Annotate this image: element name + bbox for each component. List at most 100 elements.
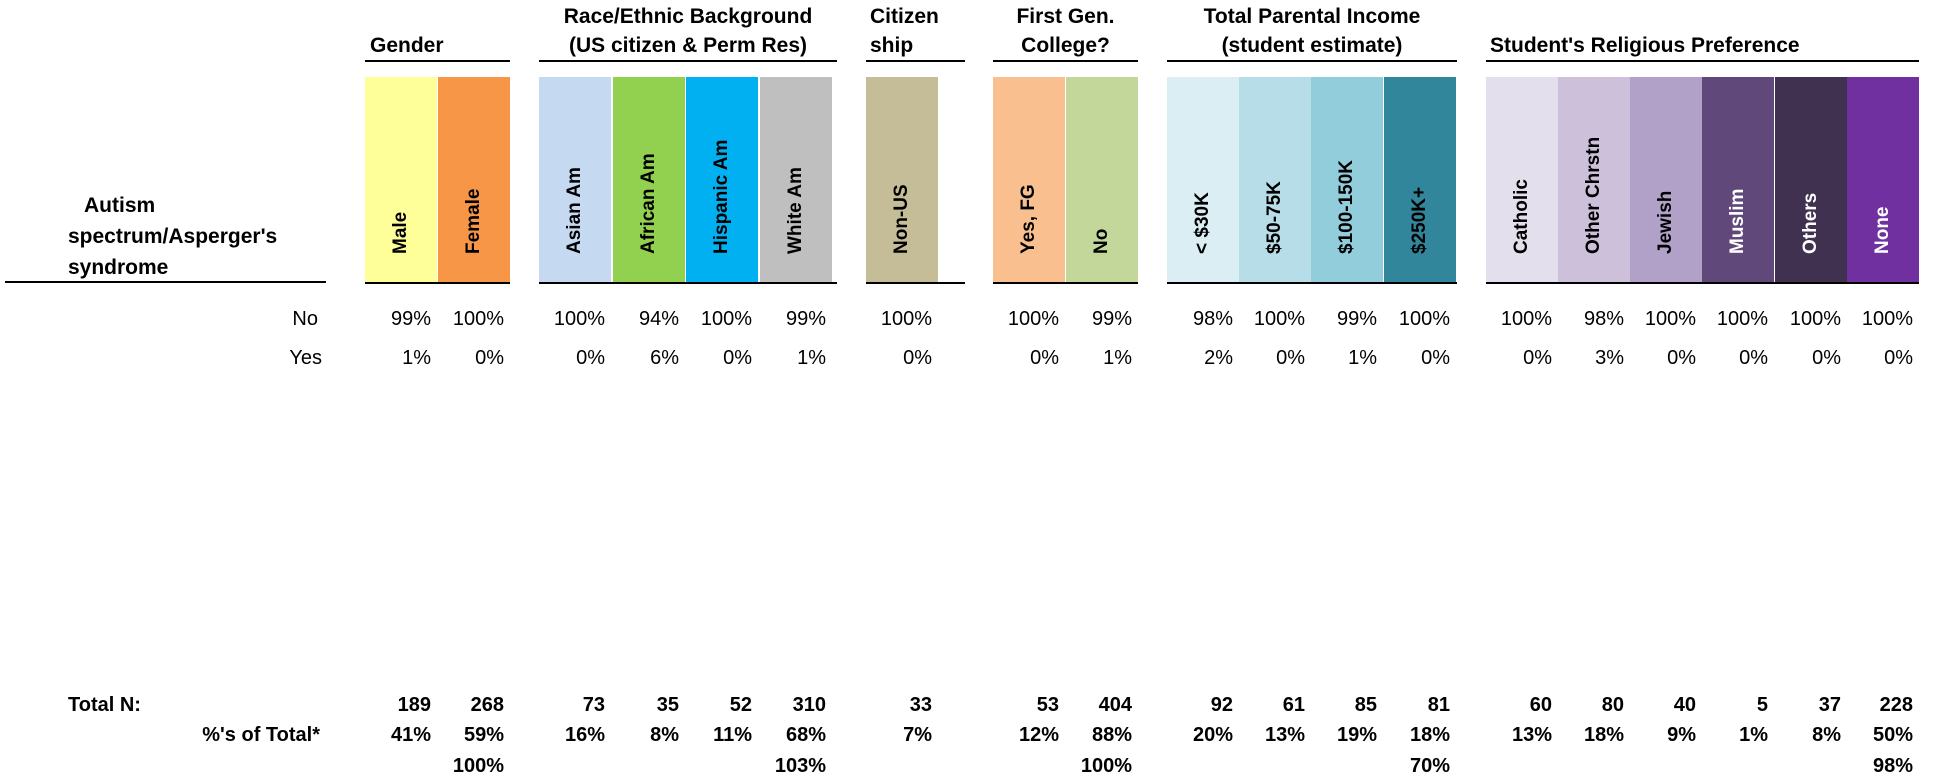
column-label: None bbox=[1872, 206, 1893, 255]
cell-no: 100% bbox=[1398, 308, 1450, 330]
cell-pct-total: 1% bbox=[1739, 724, 1768, 746]
cell-yes: 0% bbox=[723, 347, 752, 369]
cell-group-sum: 100% bbox=[1080, 755, 1132, 777]
group-underline bbox=[1486, 60, 1919, 62]
column-label: No bbox=[1091, 228, 1112, 254]
group-header-line: First Gen. bbox=[1016, 5, 1115, 28]
column-header-2: Asian Am bbox=[539, 77, 611, 282]
column-header-11: $100-150K bbox=[1311, 77, 1383, 282]
cell-pct-total: 12% bbox=[1018, 724, 1059, 746]
cell-no: 98% bbox=[1192, 308, 1233, 330]
column-label: African Am bbox=[638, 153, 659, 254]
column-header-18: None bbox=[1847, 77, 1919, 282]
cell-total-n: 61 bbox=[1282, 694, 1305, 716]
cell-no: 100% bbox=[1253, 308, 1305, 330]
cell-total-n: 92 bbox=[1210, 694, 1233, 716]
column-label: Asian Am bbox=[564, 167, 585, 254]
cell-no: 100% bbox=[700, 308, 752, 330]
column-label: Yes, FG bbox=[1018, 184, 1039, 254]
cell-yes: 1% bbox=[797, 347, 826, 369]
group-header-line: Citizen bbox=[870, 5, 939, 28]
cell-no: 94% bbox=[638, 308, 679, 330]
cell-total-n: 33 bbox=[909, 694, 932, 716]
row-title: Autism spectrum/Asperger's syndrome bbox=[68, 190, 328, 283]
cell-yes: 0% bbox=[1812, 347, 1841, 369]
cell-yes: 0% bbox=[1030, 347, 1059, 369]
column-header-4: Hispanic Am bbox=[686, 77, 758, 282]
cell-yes: 1% bbox=[1103, 347, 1132, 369]
row-label-no: No bbox=[292, 308, 318, 330]
group-header-line: ship bbox=[870, 34, 914, 57]
column-header-13: Catholic bbox=[1486, 77, 1558, 282]
row-title-line-2: spectrum/Asperger's bbox=[68, 225, 278, 248]
cell-total-n: 5 bbox=[1756, 694, 1768, 716]
cell-total-n: 268 bbox=[470, 694, 504, 716]
cell-pct-total: 8% bbox=[1812, 724, 1841, 746]
cell-yes: 0% bbox=[1523, 347, 1552, 369]
group-underline bbox=[993, 60, 1138, 62]
group-header-line: College? bbox=[1021, 34, 1110, 57]
row-label-pct-total: %'s of Total* bbox=[202, 724, 320, 746]
group-underline bbox=[866, 60, 965, 62]
cell-group-sum: 98% bbox=[1872, 755, 1913, 777]
cell-total-n: 53 bbox=[1036, 694, 1059, 716]
cell-no: 100% bbox=[1716, 308, 1768, 330]
group-header-line: Total Parental Income bbox=[1203, 5, 1421, 28]
cell-no: 100% bbox=[1644, 308, 1696, 330]
cell-yes: 2% bbox=[1204, 347, 1233, 369]
cell-group-sum: 100% bbox=[452, 755, 504, 777]
cell-pct-total: 11% bbox=[713, 724, 752, 746]
group-header-5: Total Parental Income (student estimate) bbox=[1167, 2, 1457, 60]
column-header-15: Jewish bbox=[1630, 77, 1702, 282]
cell-pct-total: 13% bbox=[1264, 724, 1305, 746]
cell-total-n: 37 bbox=[1818, 694, 1841, 716]
cell-yes: 0% bbox=[1667, 347, 1696, 369]
cell-pct-total: 7% bbox=[903, 724, 932, 746]
group-header-6: Student's Religious Preference bbox=[1490, 31, 1800, 60]
cell-no: 99% bbox=[1336, 308, 1377, 330]
cell-yes: 0% bbox=[576, 347, 605, 369]
cell-no: 100% bbox=[1007, 308, 1059, 330]
column-label: Female bbox=[463, 188, 484, 254]
cell-yes: 3% bbox=[1595, 347, 1624, 369]
cell-total-n: 228 bbox=[1879, 694, 1913, 716]
column-header-0: Male bbox=[365, 77, 437, 282]
cell-pct-total: 59% bbox=[463, 724, 504, 746]
column-header-14: Other Chrstn bbox=[1558, 77, 1630, 282]
row-title-line-3: syndrome bbox=[68, 256, 169, 279]
cell-pct-total: 13% bbox=[1511, 724, 1552, 746]
cell-total-n: 404 bbox=[1098, 694, 1132, 716]
cell-no: 98% bbox=[1583, 308, 1624, 330]
cell-total-n: 60 bbox=[1529, 694, 1552, 716]
cell-total-n: 85 bbox=[1354, 694, 1377, 716]
column-header-8: No bbox=[1066, 77, 1138, 282]
column-header-9: < $30K bbox=[1167, 77, 1239, 282]
cell-no: 100% bbox=[1789, 308, 1841, 330]
cell-total-n: 81 bbox=[1427, 694, 1450, 716]
column-label: Catholic bbox=[1511, 179, 1532, 254]
group-header-1: Gender bbox=[370, 31, 444, 60]
column-header-17: Others bbox=[1775, 77, 1847, 282]
cell-pct-total: 68% bbox=[785, 724, 826, 746]
cell-no: 99% bbox=[785, 308, 826, 330]
group-underline bbox=[539, 60, 837, 62]
cell-total-n: 40 bbox=[1673, 694, 1696, 716]
cell-yes: 0% bbox=[1884, 347, 1913, 369]
title-underline bbox=[5, 281, 326, 283]
cell-no: 100% bbox=[880, 308, 932, 330]
group-header-2: Race/Ethnic Background (US citizen & Perm… bbox=[539, 2, 837, 60]
cell-total-n: 52 bbox=[729, 694, 752, 716]
group-bottom-line bbox=[365, 282, 510, 284]
group-header-4: First Gen. College? bbox=[993, 2, 1138, 60]
cell-pct-total: 18% bbox=[1583, 724, 1624, 746]
cell-no: 99% bbox=[390, 308, 431, 330]
column-header-10: $50-75K bbox=[1239, 77, 1311, 282]
cell-total-n: 310 bbox=[792, 694, 826, 716]
cell-pct-total: 88% bbox=[1091, 724, 1132, 746]
cell-total-n: 189 bbox=[397, 694, 431, 716]
column-header-16: Muslim bbox=[1702, 77, 1774, 282]
group-bottom-line bbox=[866, 282, 965, 284]
cell-pct-total: 16% bbox=[564, 724, 605, 746]
cell-yes: 0% bbox=[475, 347, 504, 369]
group-header-line: Race/Ethnic Background bbox=[563, 5, 813, 28]
